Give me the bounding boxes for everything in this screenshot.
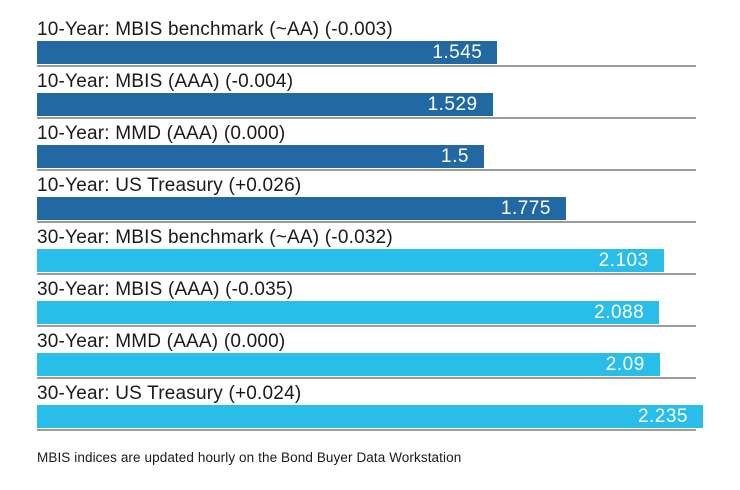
bar-category-label: 10-Year: MBIS (AAA) (-0.004): [37, 71, 294, 92]
chart-row: 30-Year: US Treasury (+0.024) 2.235: [37, 384, 703, 431]
chart-row: 30-Year: MBIS (AAA) (-0.035) 2.088: [37, 280, 703, 327]
bar-track: 2.088: [37, 301, 703, 327]
axis-baseline: [37, 325, 696, 327]
bar-track: 1.529: [37, 93, 703, 119]
bar-value-label: 1.529: [427, 93, 478, 115]
bar: 1.545: [37, 41, 498, 64]
bar-track: 1.775: [37, 197, 703, 223]
bar: 1.5: [37, 145, 484, 168]
axis-baseline: [37, 377, 696, 379]
chart-row: 10-Year: US Treasury (+0.026) 1.775: [37, 176, 703, 223]
bar-track: 2.09: [37, 353, 703, 379]
bar-category-label: 30-Year: MBIS benchmark (~AA) (-0.032): [37, 227, 393, 248]
bar-value-label: 2.235: [637, 405, 688, 427]
axis-baseline: [37, 221, 696, 223]
axis-baseline: [37, 65, 696, 67]
bar: 1.529: [37, 93, 493, 116]
bar: 2.235: [37, 405, 703, 428]
axis-baseline: [37, 169, 696, 171]
bar-value-label: 1.545: [432, 41, 483, 63]
bar-value-label: 2.09: [605, 353, 645, 375]
bar-category-label: 30-Year: MMD (AAA) (0.000): [37, 331, 286, 352]
bar-value-label: 2.088: [594, 301, 645, 323]
chart-row: 10-Year: MBIS benchmark (~AA) (-0.003) 1.…: [37, 20, 703, 67]
bar-value-label: 1.775: [500, 197, 551, 219]
bar-value-label: 2.103: [598, 249, 649, 271]
bar-category-label: 10-Year: US Treasury (+0.026): [37, 175, 302, 196]
axis-baseline: [37, 429, 696, 431]
bar-track: 1.545: [37, 41, 703, 67]
bar-value-label: 1.5: [441, 145, 469, 167]
bar-category-label: 30-Year: MBIS (AAA) (-0.035): [37, 279, 294, 300]
chart-footnote: MBIS indices are updated hourly on the B…: [37, 450, 462, 465]
bar: 2.088: [37, 301, 660, 324]
axis-baseline: [37, 273, 696, 275]
chart-row: 30-Year: MMD (AAA) (0.000) 2.09: [37, 332, 703, 379]
chart-row: 10-Year: MMD (AAA) (0.000) 1.5: [37, 124, 703, 171]
bar-track: 1.5: [37, 145, 703, 171]
chart-row: 30-Year: MBIS benchmark (~AA) (-0.032) 2.…: [37, 228, 703, 275]
bar-track: 2.103: [37, 249, 703, 275]
bar-category-label: 10-Year: MMD (AAA) (0.000): [37, 123, 286, 144]
bar: 2.09: [37, 353, 660, 376]
bar-rows: 10-Year: MBIS benchmark (~AA) (-0.003) 1.…: [37, 20, 703, 431]
chart-row: 10-Year: MBIS (AAA) (-0.004) 1.529: [37, 72, 703, 119]
bar-category-label: 30-Year: US Treasury (+0.024): [37, 383, 302, 404]
bar-chart-plot-area: 10-Year: MBIS benchmark (~AA) (-0.003) 1.…: [37, 20, 703, 436]
axis-baseline: [37, 117, 696, 119]
bar-track: 2.235: [37, 405, 703, 431]
bar: 1.775: [37, 197, 566, 220]
bar: 2.103: [37, 249, 664, 272]
bar-category-label: 10-Year: MBIS benchmark (~AA) (-0.003): [37, 19, 393, 40]
